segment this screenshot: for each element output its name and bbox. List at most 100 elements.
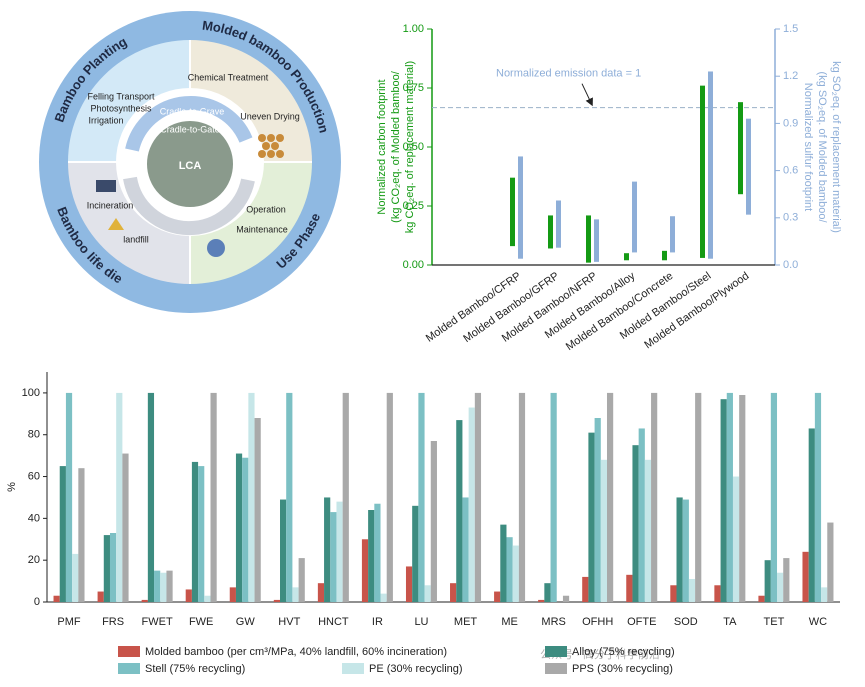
x-tick-label: FRS	[102, 616, 124, 628]
x-tick-label: IR	[372, 616, 383, 628]
bar	[248, 392, 255, 602]
range-bar	[632, 181, 637, 253]
y-tick-label: 80	[28, 429, 40, 441]
bar	[65, 392, 73, 602]
bar	[783, 558, 790, 602]
y-tick-label: 20	[28, 554, 40, 566]
bar	[298, 558, 305, 602]
stage-item: Uneven Drying	[240, 111, 300, 121]
legend-swatch	[118, 663, 140, 674]
arrow-label: Cradle-to-Grave	[160, 106, 225, 116]
bar	[361, 539, 369, 602]
lca-center	[146, 120, 234, 208]
x-tick-label: SOD	[674, 616, 698, 628]
y2-axis-title: kg SO₂eq. of replacement material)	[830, 61, 842, 233]
bar	[418, 392, 425, 602]
bar	[468, 407, 475, 602]
bar	[450, 583, 457, 602]
bar	[462, 497, 469, 602]
bar	[254, 418, 261, 602]
x-tick-label: OFTE	[627, 616, 656, 628]
bar	[512, 545, 519, 602]
x-tick-label: GW	[236, 616, 256, 628]
hex-icon	[258, 134, 284, 158]
legend-label: PPS (30% recycling)	[572, 663, 673, 675]
bar	[235, 453, 243, 602]
y2-tick-label: 0.9	[783, 117, 798, 129]
bar	[412, 505, 419, 602]
y-tick-label: 0.50	[403, 141, 424, 153]
bar	[827, 522, 834, 602]
bar	[651, 392, 658, 602]
bar	[821, 587, 828, 602]
bar	[97, 591, 104, 602]
bar	[562, 595, 570, 602]
x-tick-label: WC	[809, 616, 827, 628]
bar	[688, 579, 696, 602]
bar	[814, 392, 822, 602]
range-bar	[624, 253, 629, 261]
bar	[695, 392, 702, 602]
bar	[160, 572, 167, 602]
bar	[286, 392, 293, 602]
range-bar	[510, 177, 515, 247]
stage-item: Felling Transport	[87, 91, 155, 101]
bar	[777, 572, 784, 602]
range-bar	[556, 200, 561, 248]
y-tick-label: 40	[28, 512, 40, 524]
bar	[726, 392, 733, 602]
stage-item: Operation	[246, 204, 286, 214]
bar	[72, 553, 79, 602]
y-tick-label: 100	[22, 387, 40, 399]
bar	[594, 418, 601, 602]
y2-tick-label: 1.2	[783, 70, 798, 82]
bar	[122, 453, 129, 602]
y2-tick-label: 1.5	[783, 23, 798, 35]
bar	[116, 392, 123, 602]
legend-swatch	[118, 646, 140, 657]
bar	[758, 595, 765, 602]
y2-axis-title: (kg SO₂eq. of Molded bamboo/	[816, 71, 828, 223]
y-axis-title: Normalized carbon footprint	[376, 79, 388, 214]
lca-wheel: LCA Cradle-to-Grave Cradle-to-Gate Bambo…	[39, 11, 341, 313]
y-axis-title: kg CO₂eq. of replacement material)	[404, 61, 416, 233]
legend-swatch	[545, 663, 567, 674]
y2-axis-title: Normalized sulfur footprint	[802, 83, 814, 211]
y2-tick-label: 0.0	[783, 259, 798, 271]
y-axis-title: %	[6, 482, 18, 492]
bar	[606, 392, 614, 602]
bar	[185, 589, 192, 602]
x-tick-label: FWET	[142, 616, 173, 628]
bar	[191, 461, 199, 602]
cycle-arrow	[123, 176, 255, 236]
x-tick-label: LU	[414, 616, 428, 628]
range-bar	[594, 219, 599, 262]
range-bar	[586, 215, 591, 263]
x-tick-label: ME	[501, 616, 518, 628]
bar	[424, 585, 431, 602]
bar	[386, 392, 393, 602]
legend-swatch	[342, 663, 364, 674]
bar	[474, 392, 482, 602]
reference-arrow	[581, 83, 593, 107]
range-bar	[738, 102, 743, 195]
bar	[242, 457, 249, 602]
legend-label: Stell (75% recycling)	[145, 663, 245, 675]
bar	[273, 599, 281, 602]
bar	[380, 593, 387, 602]
bar	[78, 468, 85, 602]
range-bar	[548, 215, 553, 249]
y-tick-label: 0.00	[403, 259, 424, 271]
bar	[317, 583, 325, 602]
bar	[324, 497, 331, 602]
bar	[582, 576, 589, 602]
bar	[147, 392, 155, 602]
x-tick-label: MRS	[541, 616, 565, 628]
stage-item: landfill	[123, 234, 149, 244]
factory-icon	[96, 180, 116, 192]
legend-label: PE (30% recycling)	[369, 663, 463, 675]
x-tick-label: TA	[723, 616, 737, 628]
y-tick-label: 60	[28, 470, 40, 482]
bar	[670, 585, 677, 602]
